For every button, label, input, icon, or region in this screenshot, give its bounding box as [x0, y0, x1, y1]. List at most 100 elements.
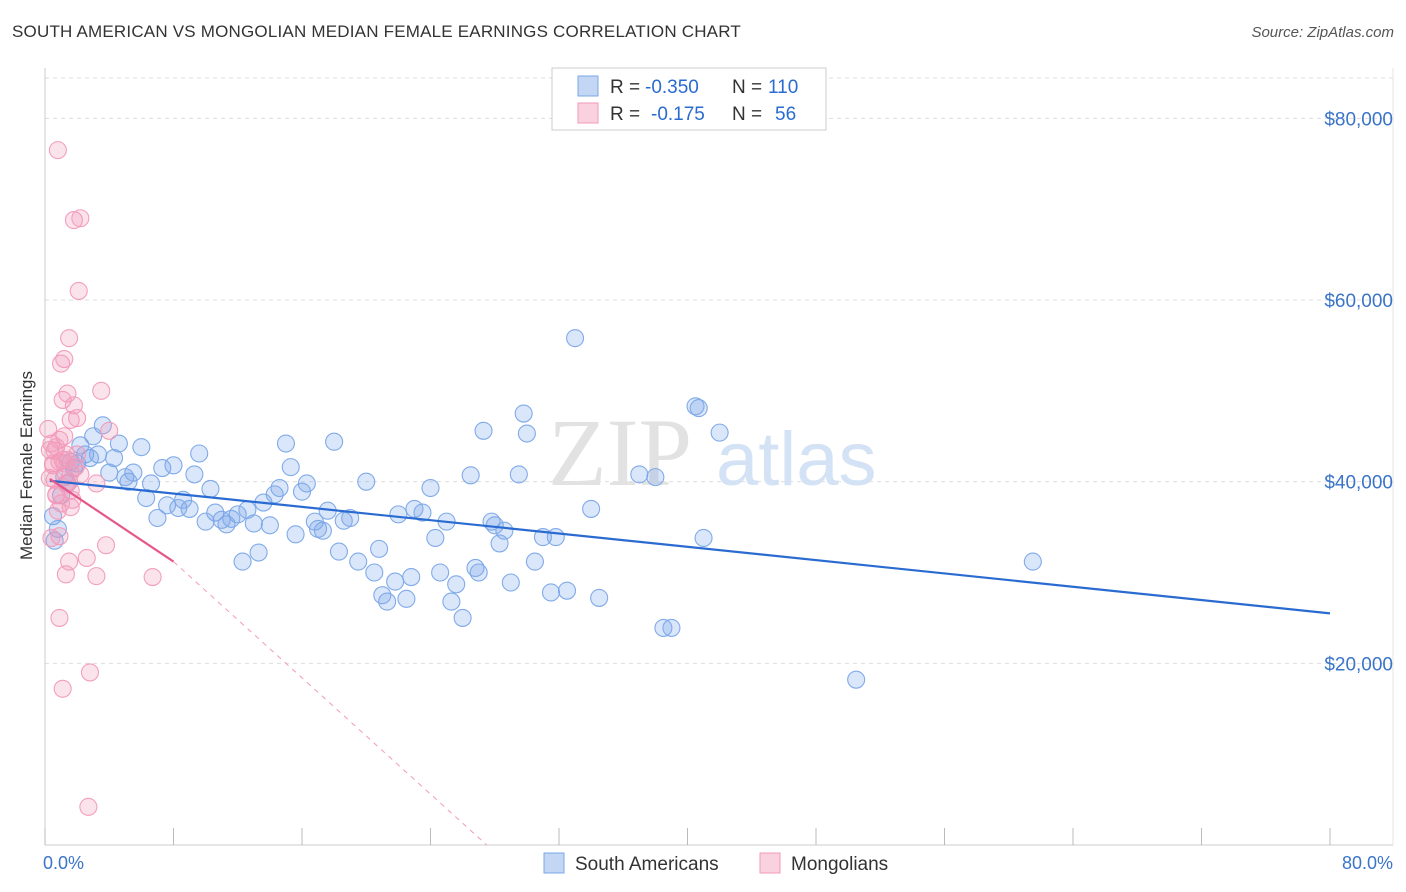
mongolians-point-17	[64, 211, 83, 230]
south-americans-point-101	[646, 468, 665, 487]
south-americans-point-13	[88, 445, 108, 464]
stats-legend-n-label-1: N =	[732, 104, 762, 125]
south-americans-point-73	[421, 478, 440, 498]
mongolians-point-50	[47, 438, 66, 457]
south-americans-point-82	[469, 563, 488, 582]
mongolians-point-34	[52, 494, 71, 513]
stats-legend-n-value-0: 110	[768, 77, 798, 98]
south-americans-point-17	[109, 434, 128, 453]
south-americans-point-58	[329, 542, 348, 561]
gridlines	[45, 77, 1393, 664]
south-americans-point-89	[509, 465, 528, 484]
south-americans-point-25	[153, 458, 172, 478]
stats-legend-r-value-1: -0.175	[651, 104, 705, 125]
mongolians-points	[39, 141, 162, 816]
south-americans-point-35	[206, 503, 225, 522]
mongolians-point-40	[87, 567, 106, 586]
south-americans-point-32	[190, 444, 209, 463]
mongolians-point-20	[60, 329, 79, 348]
south-americans-points	[43, 329, 1042, 689]
south-americans-point-78	[447, 575, 466, 594]
south-americans-point-75	[431, 563, 450, 582]
mongolians-point-18	[71, 209, 90, 228]
south-americans-point-50	[286, 525, 305, 544]
south-americans-point-94	[541, 583, 561, 602]
watermark-zip: ZIP	[548, 399, 692, 506]
mongolians-point-42	[77, 548, 96, 568]
south-americans-point-108	[1023, 552, 1042, 571]
south-americans-point-23	[141, 474, 161, 493]
watermark: ZIP atlas	[548, 399, 877, 506]
south-americans-point-57	[325, 432, 344, 451]
mongolians-point-49	[42, 528, 61, 548]
south-americans-point-30	[180, 499, 199, 518]
mongolians-point-52	[50, 452, 69, 471]
south-americans-point-34	[201, 479, 220, 498]
south-americans-point-98	[582, 499, 601, 518]
x-tick-label-0: 0.0%	[43, 853, 84, 873]
series-legend: South Americans Mongolians	[543, 852, 888, 875]
south-americans-point-104	[686, 397, 705, 416]
mongolians-point-39	[96, 536, 116, 555]
south-americans-point-90	[514, 404, 533, 423]
south-americans-point-55	[313, 521, 332, 540]
y-tick-label-3: $80,000	[1324, 109, 1393, 130]
mongolians-point-53	[61, 463, 80, 482]
south-americans-point-83	[474, 421, 493, 440]
stats-legend-n-label-0: N =	[732, 77, 762, 98]
south-americans-point-96	[557, 581, 577, 600]
south-americans-point-95	[546, 528, 565, 547]
south-americans-point-48	[276, 434, 295, 453]
south-americans-point-92	[525, 552, 544, 571]
mongolians-point-16	[48, 141, 67, 160]
y-tick-label-0: $20,000	[1324, 654, 1393, 675]
south-americans-point-62	[357, 472, 376, 491]
south-americans-point-87	[495, 521, 514, 540]
stats-legend-r-label-0: R =	[610, 77, 640, 98]
south-americans-point-77	[442, 592, 461, 611]
mongolians-point-54	[68, 445, 87, 464]
south-americans-point-19	[119, 472, 138, 491]
south-americans-point-61	[349, 552, 368, 571]
stats-legend-r-value-0: -0.350	[645, 77, 699, 98]
south-americans-point-47	[270, 478, 289, 498]
mongolians-point-44	[50, 608, 69, 627]
stats-legend-swatch-mongolians	[577, 102, 599, 124]
mongolians-point-46	[53, 679, 72, 698]
mongolians-point-25	[61, 410, 80, 429]
south-americans-point-70	[402, 567, 421, 587]
source-label: Source: ZipAtlas.com	[1251, 24, 1394, 41]
south-americans-point-33	[196, 512, 215, 531]
mongolians-point-45	[80, 663, 100, 682]
series-legend-swatch-south-americans	[543, 852, 565, 874]
mongolians-point-38	[87, 474, 106, 493]
south-americans-point-99	[590, 588, 609, 607]
south-americans-point-106	[710, 423, 729, 442]
south-americans-point-63	[365, 563, 384, 582]
south-americans-point-107	[847, 670, 866, 689]
x-tick-label-1: 80.0%	[1342, 853, 1393, 873]
series-legend-swatch-mongolians	[759, 852, 781, 874]
mongolians-point-36	[92, 381, 111, 400]
south-americans-point-74	[426, 528, 445, 548]
mongolians-point-19	[69, 281, 88, 300]
stats-legend-swatch-south-americans	[577, 75, 599, 97]
south-americans-point-88	[501, 573, 520, 592]
south-americans-point-100	[630, 465, 649, 484]
mongolians-point-43	[56, 565, 75, 584]
stats-legend-n-value-1: 56	[775, 104, 796, 125]
south-americans-point-91	[517, 424, 536, 443]
south-americans-point-69	[397, 589, 416, 608]
south-americans-point-66	[378, 592, 397, 611]
south-americans-point-109	[689, 399, 708, 418]
mongolians-point-48	[143, 567, 162, 587]
south-americans-point-80	[461, 466, 480, 485]
mongolians-point-37	[100, 421, 119, 440]
south-americans-point-105	[694, 528, 713, 548]
south-americans-point-31	[185, 465, 204, 484]
series-legend-label-south-americans: South Americans	[575, 854, 719, 875]
mongolians-point-21	[55, 349, 74, 369]
south-americans-point-72	[413, 503, 432, 522]
south-americans-point-20	[124, 463, 143, 482]
